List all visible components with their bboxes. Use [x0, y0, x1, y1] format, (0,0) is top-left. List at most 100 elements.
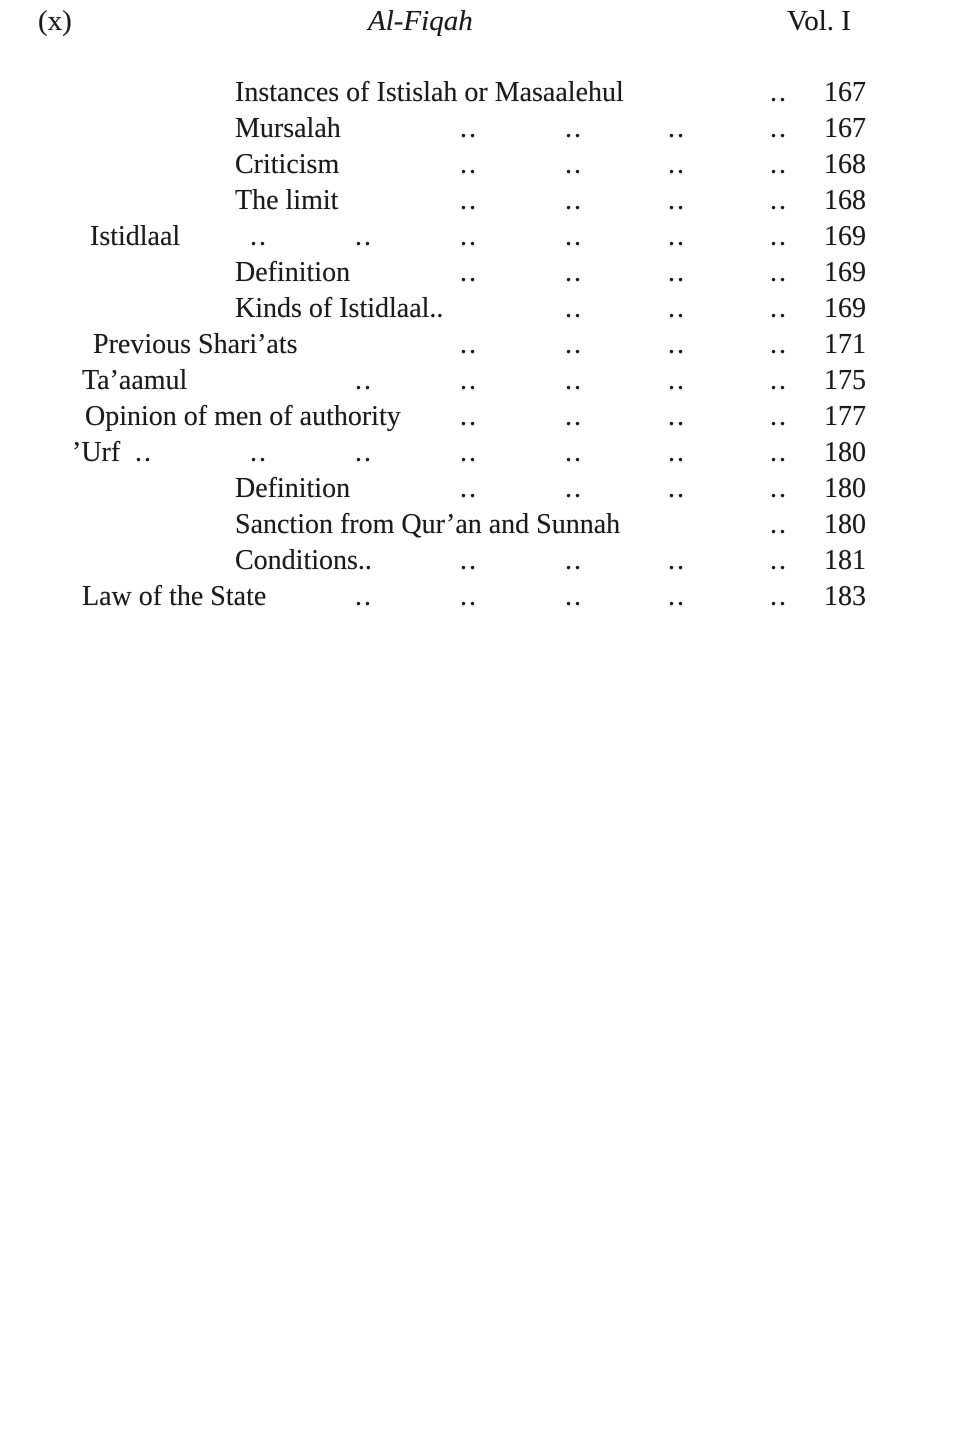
dot-leader: .. [770, 257, 788, 288]
toc-row: Sanction from Qur’an and Sunnah.. 180 [0, 507, 960, 543]
dot-leader: .. [355, 437, 373, 468]
toc-page-number: 180 [824, 509, 866, 540]
dot-leader: .. [565, 257, 583, 288]
dot-leader: .. [668, 581, 686, 612]
dot-leader: .. [668, 545, 686, 576]
toc-page-number: 171 [824, 329, 866, 360]
toc-entry-title: The limit [235, 185, 339, 216]
toc-page-number: 169 [824, 221, 866, 252]
dot-leader: .. [668, 293, 686, 324]
toc-entry-title: Opinion of men of authority [85, 401, 401, 432]
dot-leader: .. [770, 185, 788, 216]
toc-entry-title: ’Urf [72, 437, 121, 468]
toc-page-number: 183 [824, 581, 866, 612]
dot-leader: .. [668, 401, 686, 432]
toc-entry-title: Mursalah [235, 113, 341, 144]
toc-entry-title: Instances of Istislah or Masaalehul [235, 77, 624, 108]
toc-row: Law of the State.......... 183 [0, 579, 960, 615]
dot-leader: .. [770, 293, 788, 324]
toc-row: ’Urf.............. 180 [0, 435, 960, 471]
toc-page-number: 180 [824, 437, 866, 468]
dot-leader: .. [565, 149, 583, 180]
dot-leader: .. [460, 113, 478, 144]
toc-entry-title: Sanction from Qur’an and Sunnah [235, 509, 621, 540]
toc-entry-title: Conditions.. [235, 545, 372, 576]
dot-leader: .. [565, 581, 583, 612]
dot-leader: .. [668, 221, 686, 252]
toc-row: Ta’aamul.......... 175 [0, 363, 960, 399]
toc-row: Conditions.......... 181 [0, 543, 960, 579]
dot-leader: .. [668, 473, 686, 504]
dot-leader: .. [770, 473, 788, 504]
toc-entry-title: Ta’aamul [82, 365, 188, 396]
dot-leader: .. [770, 329, 788, 360]
dot-leader: .. [770, 437, 788, 468]
dot-leader: .. [668, 437, 686, 468]
dot-leader: .. [460, 437, 478, 468]
toc-row: Istidlaal............ 169 [0, 219, 960, 255]
toc-entry-title: Law of the State [82, 581, 267, 612]
dot-leader: .. [770, 77, 788, 108]
toc-row: Previous Shari’ats........ 171 [0, 327, 960, 363]
toc-entry-title: Kinds of Istidlaal.. [235, 293, 444, 324]
dot-leader: .. [460, 185, 478, 216]
dot-leader: .. [565, 221, 583, 252]
dot-leader: .. [565, 329, 583, 360]
toc-entry-title: Istidlaal [90, 221, 181, 252]
dot-leader: .. [770, 113, 788, 144]
dot-leader: .. [460, 329, 478, 360]
dot-leader: .. [668, 365, 686, 396]
dot-leader: .. [460, 257, 478, 288]
dot-leader: .. [460, 545, 478, 576]
toc-page-number: 177 [824, 401, 866, 432]
dot-leader: .. [460, 365, 478, 396]
dot-leader: .. [770, 365, 788, 396]
toc-entry-title: Criticism [235, 149, 340, 180]
toc-row: Kinds of Istidlaal........ 169 [0, 291, 960, 327]
toc-row: Opinion of men of authority........ 177 [0, 399, 960, 435]
toc-row: Instances of Istislah or Masaalehul.. 167 [0, 75, 960, 111]
dot-leader: .. [355, 221, 373, 252]
toc-page-number: 175 [824, 365, 866, 396]
toc-page-number: 168 [824, 185, 866, 216]
dot-leader: .. [460, 149, 478, 180]
toc-row: The limit........ 168 [0, 183, 960, 219]
dot-leader: .. [668, 185, 686, 216]
toc-page-number: 167 [824, 77, 866, 108]
table-of-contents: Instances of Istislah or Masaalehul.. 167… [0, 75, 960, 615]
dot-leader: .. [565, 473, 583, 504]
dot-leader: .. [460, 581, 478, 612]
toc-row: Definition........ 169 [0, 255, 960, 291]
toc-page-number: 180 [824, 473, 866, 504]
toc-row: Mursalah........ 167 [0, 111, 960, 147]
toc-entry-title: Definition [235, 257, 351, 288]
dot-leader: .. [565, 401, 583, 432]
book-title: Al-Fiqah [368, 5, 473, 37]
dot-leader: .. [770, 401, 788, 432]
toc-row: Definition........ 180 [0, 471, 960, 507]
dot-leader: .. [770, 149, 788, 180]
dot-leader: .. [460, 473, 478, 504]
toc-page-number: 167 [824, 113, 866, 144]
toc-page-number: 169 [824, 257, 866, 288]
dot-leader: .. [565, 545, 583, 576]
dot-leader: .. [565, 113, 583, 144]
toc-entry-title: Definition [235, 473, 351, 504]
dot-leader: .. [355, 581, 373, 612]
dot-leader: .. [250, 437, 268, 468]
dot-leader: .. [565, 185, 583, 216]
dot-leader: .. [135, 437, 153, 468]
dot-leader: .. [668, 149, 686, 180]
dot-leader: .. [250, 221, 268, 252]
dot-leader: .. [770, 509, 788, 540]
dot-leader: .. [460, 221, 478, 252]
page-header: (x) Al-Fiqah Vol. I [0, 0, 960, 50]
dot-leader: .. [565, 437, 583, 468]
toc-page-number: 168 [824, 149, 866, 180]
dot-leader: .. [668, 329, 686, 360]
toc-row: Criticism........ 168 [0, 147, 960, 183]
dot-leader: .. [355, 365, 373, 396]
dot-leader: .. [668, 113, 686, 144]
volume-label: Vol. I [787, 5, 851, 37]
